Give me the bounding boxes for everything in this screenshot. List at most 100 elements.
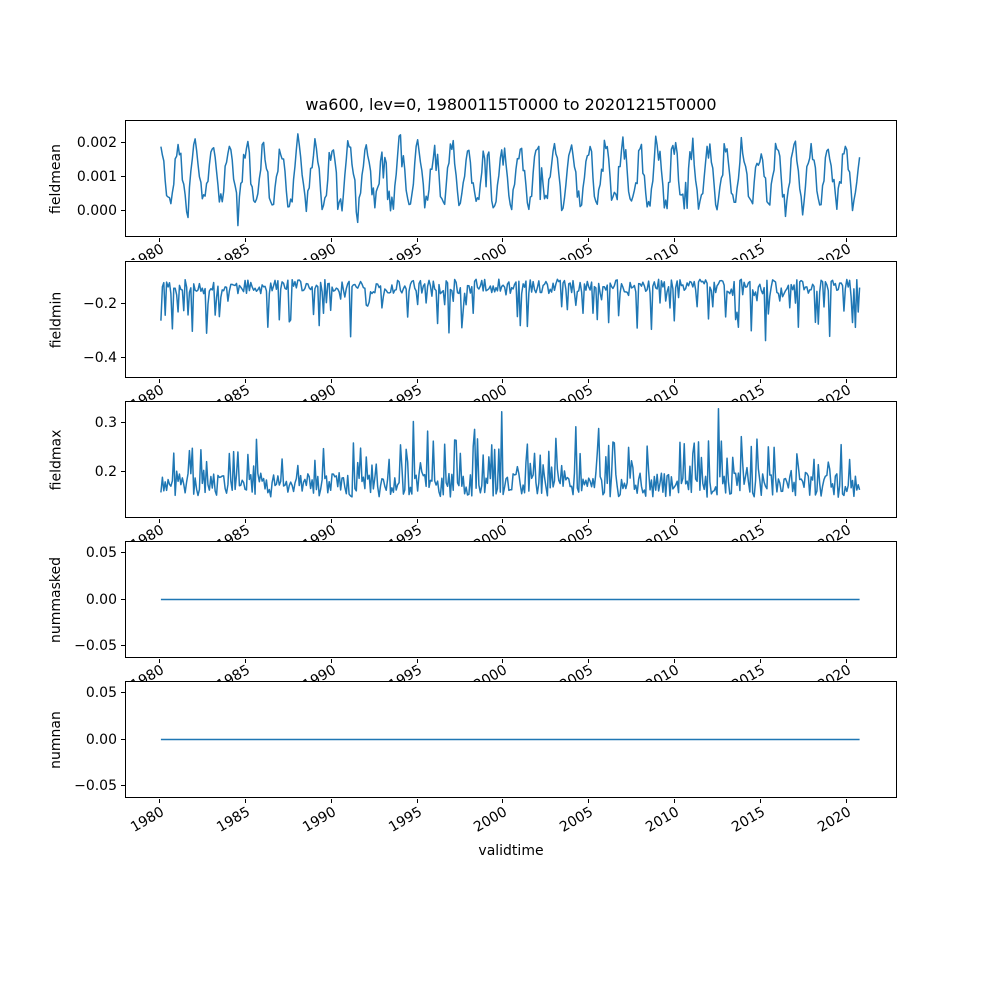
x-tick-mark (331, 238, 332, 242)
x-tick-mark (502, 379, 503, 383)
axes-fieldmean (125, 120, 897, 237)
x-tick-label: 1990 (299, 382, 339, 401)
x-tick-mark (674, 799, 675, 803)
x-tick-label: 2000 (471, 382, 511, 401)
y-tick-label: 0.000 (76, 203, 117, 219)
plot-canvas-fieldmax (160, 408, 861, 498)
x-tick-label: 2005 (557, 241, 597, 260)
x-tick-mark (846, 799, 847, 803)
plot-canvas-numnan (160, 738, 860, 741)
x-tick-label-band: 1980 1985 1990 1995 2000 2005 2010 2015 2020 (0, 239, 1000, 260)
x-tick-label: 1985 (214, 662, 254, 681)
x-tick-label: 2015 (728, 662, 768, 681)
x-tick-label: 2010 (643, 662, 682, 681)
x-tick-label: 1995 (385, 382, 425, 401)
x-tick-mark (245, 799, 246, 803)
x-tick-label: 1995 (385, 241, 425, 260)
y-tick-mark (121, 645, 125, 646)
x-axis-label: validtime (478, 843, 544, 859)
line-fieldmin (160, 278, 861, 342)
x-tick-label: 2000 (471, 241, 511, 260)
x-tick-mark (588, 379, 589, 383)
plot-canvas-fieldmin (160, 278, 861, 342)
y-tick-label: 0.002 (76, 135, 117, 151)
y-tick-mark (121, 471, 125, 472)
x-tick-label: 2010 (643, 241, 682, 260)
axes-fieldmax (125, 401, 897, 518)
y-tick-label: 0.001 (76, 169, 117, 185)
plot-canvas-nummasked (160, 598, 860, 601)
x-tick-mark (760, 519, 761, 523)
x-tick-mark (674, 659, 675, 663)
x-tick-label: 2015 (728, 241, 768, 260)
chart-title: wa600, lev=0, 19800115T0000 to 20201215T… (305, 95, 717, 114)
x-tick-mark (417, 659, 418, 663)
x-tick-mark (674, 379, 675, 383)
x-tick-mark (588, 519, 589, 523)
x-tick-mark (417, 379, 418, 383)
x-tick-mark (245, 519, 246, 523)
y-tick-mark (121, 739, 125, 740)
x-tick-mark (760, 659, 761, 663)
y-tick-mark (121, 142, 125, 143)
x-tick-mark (760, 799, 761, 803)
axes-fieldmin (125, 261, 897, 378)
y-tick-label: −0.2 (83, 296, 117, 312)
x-tick-label: 1985 (214, 241, 254, 260)
y-tick-mark (121, 210, 125, 211)
line-fieldmax (160, 408, 861, 498)
plot-canvas-fieldmean (160, 133, 861, 227)
x-tick-label: 2005 (557, 522, 597, 541)
y-tick-label: −0.4 (83, 350, 117, 366)
x-tick-label: 2015 (728, 804, 768, 836)
y-axis-label-fieldmin: fieldmin (47, 291, 64, 348)
y-tick-label: 0.05 (85, 545, 117, 561)
x-tick-label: 2005 (557, 662, 597, 681)
y-tick-mark (121, 176, 125, 177)
y-tick-label: 0.05 (85, 685, 117, 701)
x-tick-mark (674, 519, 675, 523)
x-tick-label: 2010 (643, 382, 682, 401)
x-tick-label: 1990 (299, 662, 339, 681)
x-tick-label: 2020 (814, 662, 854, 681)
x-tick-label: 2005 (557, 382, 597, 401)
x-tick-label-band: 1980 1985 1990 1995 2000 2005 2010 2015 2020 (0, 660, 1000, 681)
x-tick-label: 1980 (128, 804, 168, 836)
y-tick-mark (121, 785, 125, 786)
x-tick-mark (760, 238, 761, 242)
x-tick-label: 1995 (385, 522, 425, 541)
x-tick-label: 1985 (214, 382, 254, 401)
y-tick-mark (121, 422, 125, 423)
axes-nummasked (125, 541, 897, 658)
x-tick-label-band: 1980 1985 1990 1995 2000 2005 2010 2015 2020 (0, 520, 1000, 541)
x-tick-mark (417, 799, 418, 803)
x-tick-label: 1980 (128, 241, 168, 260)
x-tick-mark (331, 519, 332, 523)
y-tick-mark (121, 692, 125, 693)
y-tick-label: 0.2 (94, 464, 117, 480)
x-tick-label: 1980 (128, 382, 168, 401)
x-tick-label: 2000 (471, 522, 511, 541)
x-tick-label: 2005 (557, 804, 597, 836)
x-tick-mark (245, 238, 246, 242)
y-axis-label-fieldmean: fieldmean (47, 143, 64, 214)
x-tick-label: 1990 (299, 804, 339, 836)
x-tick-mark (502, 238, 503, 242)
x-tick-mark (245, 379, 246, 383)
x-tick-mark (159, 799, 160, 803)
x-tick-mark (159, 238, 160, 242)
x-tick-mark (588, 659, 589, 663)
x-tick-mark (159, 659, 160, 663)
x-tick-label: 1980 (128, 662, 168, 681)
x-tick-mark (846, 238, 847, 242)
x-tick-mark (846, 659, 847, 663)
x-tick-mark (417, 519, 418, 523)
line-fieldmean (160, 133, 861, 227)
y-axis-label-fieldmax: fieldmax (47, 429, 64, 490)
x-tick-mark (159, 519, 160, 523)
y-axis-label-nummasked: nummasked (48, 556, 65, 643)
x-tick-label: 1990 (299, 241, 339, 260)
x-tick-label-band: 1980 1985 1990 1995 2000 2005 2010 2015 2020 (0, 380, 1000, 401)
x-tick-mark (674, 238, 675, 242)
x-tick-label: 2010 (643, 522, 682, 541)
